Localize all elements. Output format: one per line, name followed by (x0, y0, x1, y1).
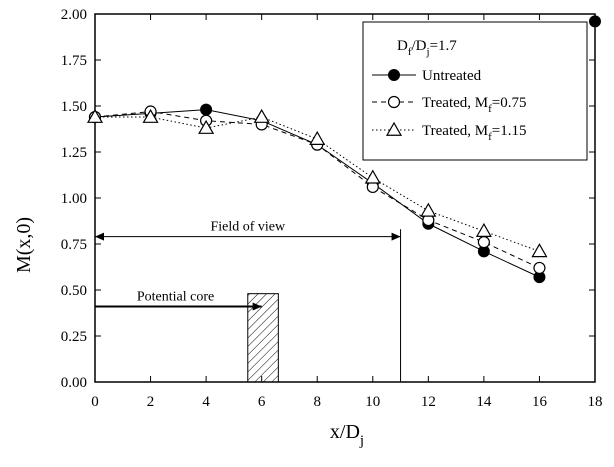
x-tick-label: 14 (476, 394, 492, 410)
field-of-view-arrowhead-left (95, 232, 104, 241)
legend-label-1-tail: =0.75 (492, 95, 527, 111)
legend-label-2-sub: f (488, 131, 492, 143)
edge-marker-point (589, 15, 601, 28)
series-2-point (475, 222, 492, 237)
y-tick-label: 1.00 (61, 191, 87, 207)
y-axis-label: M(x,0) (13, 217, 35, 273)
x-tick-label: 16 (532, 394, 548, 410)
series-2-point (198, 119, 215, 134)
x-axis-label-main: x/D (330, 421, 360, 443)
legend-label-1-sub: f (488, 103, 492, 115)
y-tick-label: 0.25 (61, 329, 87, 345)
legend-marker-0 (388, 69, 400, 81)
annotations: Field of view Potential core (95, 220, 402, 383)
series-1-point (533, 261, 546, 275)
legend-label-0: Untreated (422, 68, 482, 84)
x-tick-label: 8 (313, 394, 321, 410)
series-0-point (200, 103, 213, 116)
series-2-point (86, 108, 104, 123)
legend-title: Df/Dj=1.7 (397, 38, 457, 58)
series-2-point (364, 169, 381, 184)
legend-label-2-tail: =1.15 (492, 123, 527, 139)
potential-core-arrowhead (252, 302, 262, 311)
y-tick-label: 0.50 (61, 283, 87, 299)
legend-title-a-sub: f (408, 46, 412, 58)
legend-title-a: D (397, 38, 408, 54)
legend-label-1: Treated, Mf=0.75 (422, 95, 527, 115)
potential-core-label: Potential core (137, 290, 214, 305)
legend-title-b: /D (412, 38, 427, 54)
x-tick-label: 2 (147, 394, 155, 410)
edge-marker (589, 15, 601, 28)
legend-title-c: =1.7 (430, 38, 458, 54)
x-tick-label: 10 (365, 394, 380, 410)
x-tick-label: 18 (588, 394, 603, 410)
field-of-view-arrowhead-right (391, 232, 401, 241)
x-axis-label: x/Dj (330, 421, 364, 449)
legend-title-b-sub: j (426, 46, 430, 58)
x-tick-label: 4 (202, 394, 210, 410)
series-2-point (420, 202, 437, 217)
x-tick-label: 0 (91, 394, 99, 410)
y-tick-labels: 0.00 0.25 0.50 0.75 1.00 1.25 1.50 1.75 2.00 (61, 7, 87, 391)
potential-core-bar (247, 293, 279, 383)
y-tick-label: 0.00 (61, 375, 87, 391)
x-tick-label: 6 (258, 394, 266, 410)
series-2-point (309, 130, 326, 145)
series-2-point (253, 108, 270, 123)
y-tick-label: 1.50 (61, 99, 87, 115)
y-tick-label: 1.25 (61, 145, 87, 161)
series-markers (86, 103, 548, 284)
y-tick-label: 2.00 (61, 7, 87, 23)
legend-box (362, 21, 588, 161)
legend-label-2: Treated, Mf=1.15 (422, 123, 527, 143)
x-tick-label: 12 (421, 394, 436, 410)
series-2-point (531, 243, 548, 258)
legend-label-2-name: Treated, M (422, 123, 488, 139)
y-tick-label: 1.75 (61, 53, 87, 69)
x-tick-labels: 0 2 4 6 8 10 12 14 16 18 (91, 394, 602, 410)
legend-label-0-name: Untreated (422, 68, 482, 84)
series-1-point (477, 236, 490, 249)
legend-marker-2 (385, 121, 403, 136)
field-of-view-label: Field of view (210, 220, 286, 235)
series-2-point (142, 108, 159, 123)
legend-label-1-name: Treated, M (422, 95, 488, 111)
y-tick-label: 0.75 (61, 237, 87, 253)
legend-marker-1 (387, 95, 401, 109)
x-axis-label-sub: j (359, 433, 364, 449)
axis-ticks (94, 13, 596, 383)
